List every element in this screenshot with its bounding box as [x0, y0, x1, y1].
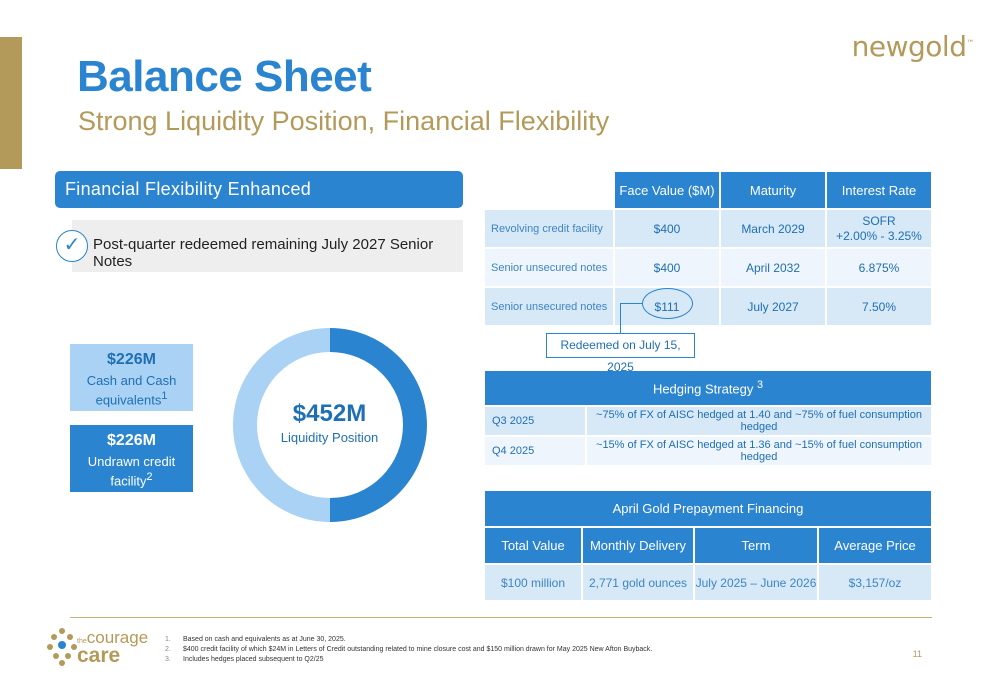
hedge-desc: ~75% of FX of AISC hedged at 1.40 and ~7… — [587, 407, 931, 435]
footnote: 1. Based on cash and equivalents as at Ju… — [165, 636, 346, 643]
credit-label: Undrawn credit facility — [87, 453, 176, 489]
courage-care-logo: thecourage care — [77, 628, 149, 668]
hedging-table: Hedging Strategy 3 Q3 2025 ~75% of FX of… — [483, 369, 933, 467]
prepay-title: April Gold Prepayment Financing — [485, 491, 931, 526]
debt-maturity: July 2027 — [721, 288, 825, 325]
section-banner: Financial Flexibility Enhanced — [55, 171, 463, 208]
prepay-monthly: 2,771 gold ounces — [583, 565, 693, 600]
prepay-table: April Gold Prepayment Financing Total Va… — [483, 489, 933, 602]
table-header-empty — [485, 172, 613, 208]
prepay-header: Monthly Delivery — [583, 528, 693, 563]
liquidity-donut — [233, 328, 427, 522]
table-header-row: April Gold Prepayment Financing — [485, 491, 931, 526]
table-row: $100 million 2,771 gold ounces July 2025… — [485, 565, 931, 600]
debt-name: Senior unsecured notes — [485, 288, 613, 325]
hedge-desc: ~15% of FX of AISC hedged at 1.36 and ~1… — [587, 437, 931, 465]
debt-table: Face Value ($M) Maturity Interest Rate R… — [483, 170, 933, 327]
debt-maturity: March 2029 — [721, 210, 825, 247]
debt-maturity: April 2032 — [721, 249, 825, 286]
debt-face: $400 — [615, 210, 719, 247]
table-row: Q3 2025 ~75% of FX of AISC hedged at 1.4… — [485, 407, 931, 435]
donut-center: $452M Liquidity Position — [262, 400, 397, 445]
footnote: 3. Includes hedges placed subsequent to Q… — [165, 656, 324, 664]
table-header-row: Total Value Monthly Delivery Term Averag… — [485, 528, 931, 563]
hedge-period: Q4 2025 — [485, 437, 585, 465]
credit-amount: $226M — [107, 432, 156, 449]
prepay-header: Average Price — [819, 528, 931, 563]
hedge-period: Q3 2025 — [485, 407, 585, 435]
footer-rule — [70, 617, 932, 618]
page-title: Balance Sheet — [77, 52, 372, 101]
table-header-rate: Interest Rate — [827, 172, 931, 208]
cash-amount: $226M — [107, 351, 156, 368]
debt-rate: 7.50% — [827, 288, 931, 325]
table-header-row: Face Value ($M) Maturity Interest Rate — [485, 172, 931, 208]
check-icon: ✓ — [56, 230, 88, 262]
cash-footnote: 1 — [161, 390, 168, 403]
table-row: Senior unsecured notes $400 April 2032 6… — [485, 249, 931, 286]
liquidity-label: Liquidity Position — [280, 430, 379, 445]
debt-face: $400 — [615, 249, 719, 286]
debt-name: Revolving credit facility — [485, 210, 613, 247]
note-box: ✓ Post-quarter redeemed remaining July 2… — [56, 220, 463, 272]
table-header-maturity: Maturity — [721, 172, 825, 208]
table-row: Q4 2025 ~15% of FX of AISC hedged at 1.3… — [485, 437, 931, 465]
newgold-logo: newgold™ — [851, 30, 975, 63]
credit-footnote: 2 — [146, 471, 153, 484]
callout-connector — [620, 303, 642, 333]
donut-segment-credit — [330, 328, 427, 522]
table-header-row: Hedging Strategy 3 — [485, 371, 931, 405]
accent-bar — [0, 37, 22, 169]
redeemed-callout: Redeemed on July 15, 2025 — [546, 333, 695, 374]
footnote: 2. $400 credit facility of which $24M in … — [165, 646, 653, 654]
liquidity-amount: $452M — [292, 400, 367, 427]
cash-label: Cash and Cash equivalents — [86, 372, 177, 408]
credit-box: $226M Undrawn credit facility2 — [70, 425, 193, 492]
cash-box: $226M Cash and Cash equivalents1 — [70, 344, 193, 411]
prepay-header: Term — [695, 528, 817, 563]
table-header-face: Face Value ($M) — [615, 172, 719, 208]
prepay-total: $100 million — [485, 565, 581, 600]
debt-rate: SOFR +2.00% - 3.25% — [827, 210, 931, 247]
debt-rate: 6.875% — [827, 249, 931, 286]
note-text: Post-quarter redeemed remaining July 202… — [93, 236, 434, 270]
page-subtitle: Strong Liquidity Position, Financial Fle… — [78, 106, 610, 136]
table-row: Revolving credit facility $400 March 202… — [485, 210, 931, 247]
footnotes: 1. Based on cash and equivalents as at Ju… — [165, 635, 652, 665]
prepay-header: Total Value — [485, 528, 581, 563]
highlight-circle — [642, 288, 693, 319]
debt-name: Senior unsecured notes — [485, 249, 613, 286]
prepay-term: July 2025 – June 2026 — [695, 565, 817, 600]
prepay-price: $3,157/oz — [819, 565, 931, 600]
table-row: Senior unsecured notes $111 July 2027 7.… — [485, 288, 931, 325]
page-number: 11 — [912, 649, 922, 659]
courage-care-logo-icon — [47, 628, 77, 666]
donut-segment-cash — [233, 328, 330, 522]
hedging-title: Hedging Strategy 3 — [485, 371, 931, 405]
